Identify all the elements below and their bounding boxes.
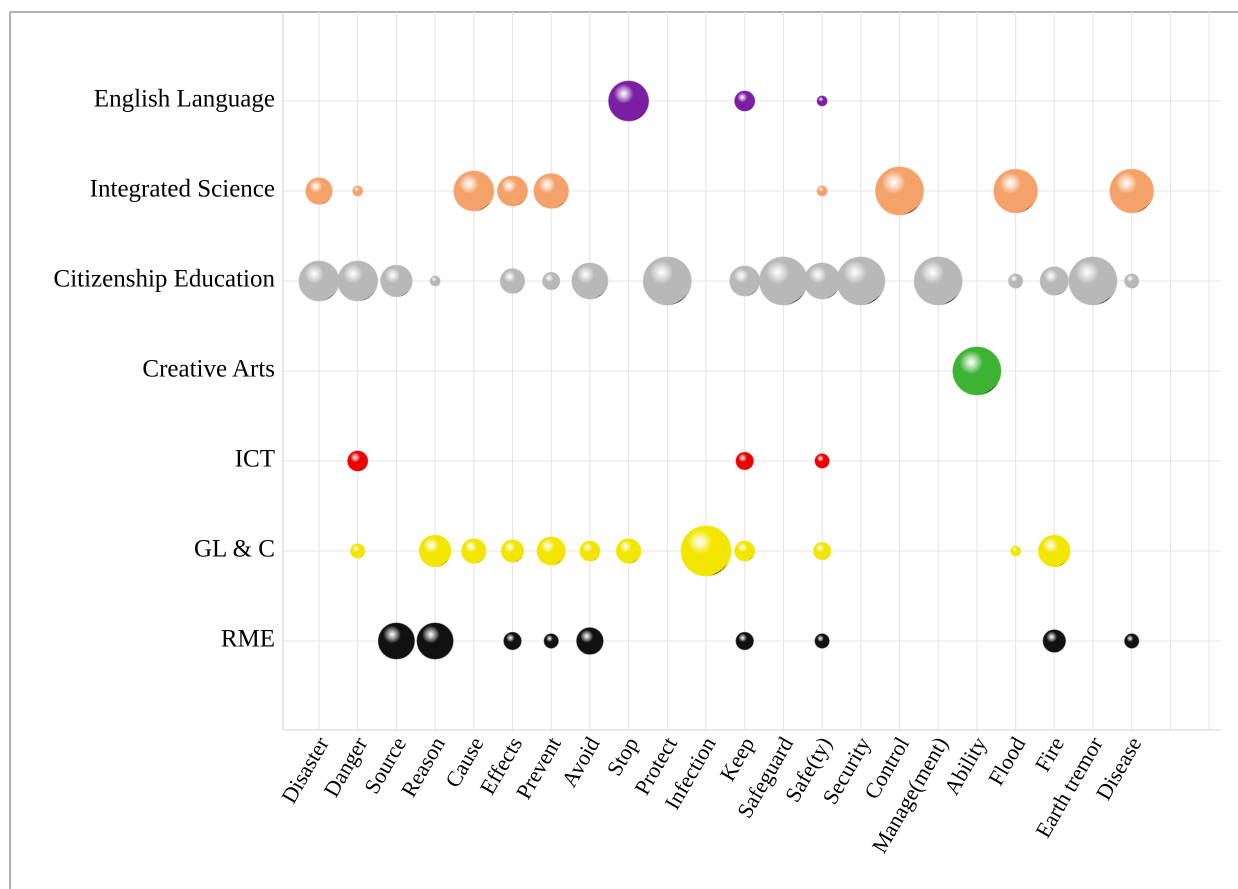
bubble bbox=[579, 540, 601, 562]
frame bbox=[9, 11, 1238, 889]
bubble bbox=[615, 538, 642, 564]
bubble bbox=[1124, 273, 1140, 289]
bubble bbox=[1010, 545, 1022, 557]
bubble bbox=[1068, 256, 1118, 306]
y-tick-label: English Language bbox=[94, 86, 275, 113]
bubble bbox=[735, 631, 754, 651]
bubble bbox=[875, 166, 924, 216]
y-tick-label: ICT bbox=[235, 446, 275, 473]
y-tick-label: Creative Arts bbox=[142, 356, 275, 383]
bubble bbox=[453, 170, 495, 212]
bubble bbox=[305, 177, 333, 205]
bubble bbox=[816, 95, 828, 107]
bubble bbox=[380, 264, 413, 298]
y-tick-label: RME bbox=[221, 626, 275, 653]
bubble bbox=[735, 451, 754, 471]
bubble bbox=[836, 256, 886, 306]
bubble bbox=[1109, 168, 1154, 214]
bubble bbox=[499, 268, 526, 294]
bubble bbox=[536, 536, 566, 566]
bubble bbox=[913, 256, 963, 306]
bubble bbox=[729, 265, 761, 297]
bubble bbox=[1042, 629, 1066, 653]
bubble bbox=[352, 185, 364, 197]
bubble bbox=[503, 631, 522, 651]
bubble bbox=[814, 453, 830, 469]
bubble bbox=[418, 534, 452, 568]
bubble bbox=[416, 622, 454, 660]
bubble bbox=[298, 260, 340, 302]
bubble bbox=[429, 275, 441, 287]
bubble bbox=[734, 540, 756, 562]
bubble bbox=[350, 543, 366, 559]
y-tick-label: Integrated Science bbox=[90, 176, 275, 203]
bubble bbox=[1124, 633, 1140, 649]
bubble bbox=[461, 538, 487, 564]
bubble bbox=[816, 185, 828, 197]
bubble bbox=[814, 633, 830, 649]
bubble bbox=[543, 633, 559, 649]
bubble bbox=[608, 80, 650, 122]
bubble bbox=[758, 256, 808, 306]
bubble bbox=[734, 90, 756, 112]
y-tick-label: GL & C bbox=[194, 536, 275, 563]
bubble bbox=[680, 525, 732, 577]
bubble bbox=[377, 622, 415, 660]
bubble bbox=[337, 260, 379, 302]
bubble bbox=[642, 256, 692, 306]
bubble bbox=[993, 168, 1038, 214]
bubble bbox=[812, 541, 832, 561]
y-tick-label: Citizenship Education bbox=[54, 266, 276, 293]
bubble bbox=[347, 450, 369, 472]
bubble bbox=[571, 262, 609, 300]
bubble bbox=[1008, 273, 1024, 289]
bubble bbox=[497, 175, 528, 207]
bubble bbox=[1039, 266, 1069, 296]
bubble bbox=[803, 262, 841, 300]
bubble bbox=[500, 539, 525, 563]
bubble bbox=[533, 173, 570, 209]
bubble bbox=[952, 346, 1002, 396]
bubble bbox=[1037, 534, 1071, 568]
bubble bbox=[576, 627, 604, 655]
bubble bbox=[542, 271, 561, 291]
